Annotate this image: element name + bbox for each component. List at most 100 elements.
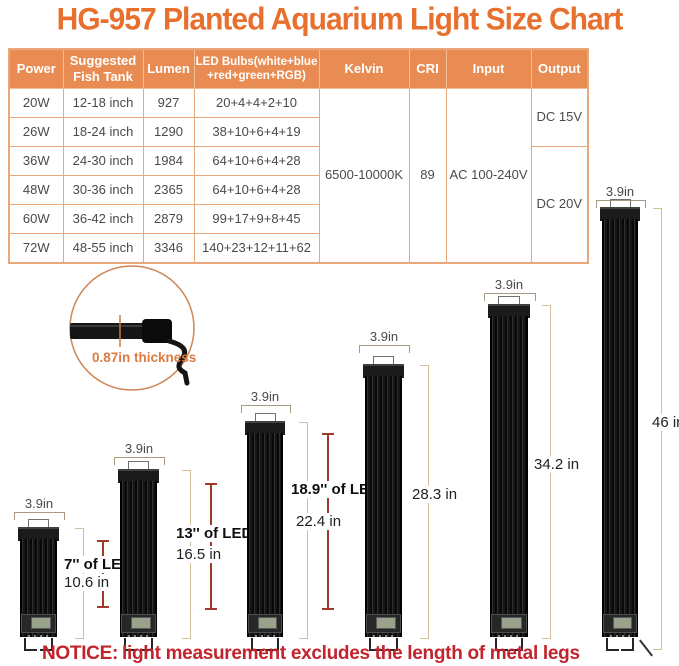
- cell-input: AC 100-240V: [445, 88, 532, 263]
- light-top-cap: [600, 207, 640, 221]
- metal-legs: [494, 638, 524, 652]
- header-fish-tank: Suggested Fish Tank: [62, 48, 144, 89]
- cell-tank: 36-42 inch: [62, 204, 144, 234]
- cell-tank: 24-30 inch: [62, 146, 144, 176]
- light-body: [602, 219, 638, 637]
- header-cri: CRI: [408, 48, 447, 89]
- lcd-screen: [130, 617, 152, 629]
- cell-kelvin: 6500-10000K: [318, 88, 410, 263]
- light-fixture-36w: [245, 413, 285, 652]
- metal-leg-profile: [166, 338, 190, 386]
- notice-prefix: NOTICE:: [42, 643, 119, 664]
- total-length-label: 46 in: [650, 414, 679, 431]
- cell-bulbs: 38+10+6+4+19: [193, 117, 320, 147]
- light-top-cap: [118, 469, 159, 483]
- cell-lumen: 927: [142, 88, 195, 118]
- light-top-cap: [245, 421, 285, 435]
- width-bracket: [359, 345, 410, 353]
- cell-power: 36W: [8, 146, 64, 176]
- header-lumen: Lumen: [142, 48, 195, 89]
- thickness-detail-callout: 0.87in thickness: [69, 265, 196, 391]
- light-top-cap: [488, 304, 530, 318]
- notice-body: light measurement excludes the length of…: [122, 643, 580, 664]
- table-row: 48W 30-36 inch 2365 64+10+6+4+28: [8, 175, 588, 205]
- width-label: 3.9in: [250, 389, 280, 404]
- cell-lumen: 1984: [142, 146, 195, 176]
- light-fixture-60w: [488, 296, 530, 652]
- cell-tank: 30-36 inch: [62, 175, 144, 205]
- cell-bulbs: 64+10+6+4+28: [193, 175, 320, 205]
- light-top-cap: [363, 364, 404, 378]
- control-buttons: [28, 635, 49, 637]
- light-body: [365, 376, 402, 637]
- total-length-label: 22.4 in: [294, 513, 344, 530]
- lcd-display: [603, 614, 637, 633]
- lcd-screen: [30, 617, 52, 629]
- light-body: [247, 433, 283, 637]
- led-length-label: 7'' of LED: [62, 556, 134, 573]
- control-buttons: [128, 635, 149, 637]
- table-header-row: Power Suggested Fish Tank Lumen LED Bulb…: [8, 48, 589, 89]
- cell-lumen: 1290: [142, 117, 195, 147]
- page-title: HG-957 Planted Aquarium Light Size Chart: [56, 2, 624, 37]
- table-row: 26W 18-24 inch 1290 38+10+6+4+19: [8, 117, 588, 147]
- mounting-bracket: [128, 461, 150, 471]
- light-fixture-26w: [118, 461, 159, 652]
- total-length-label: 10.6 in: [62, 574, 112, 591]
- cell-bulbs: 20+4+4+2+10: [193, 88, 320, 118]
- header-input: Input: [445, 48, 532, 89]
- control-buttons: [498, 635, 520, 637]
- width-bracket: [241, 405, 291, 413]
- cell-output-dc15: DC 15V: [530, 88, 589, 147]
- width-bracket: [484, 293, 536, 301]
- mounting-bracket: [498, 296, 521, 306]
- cell-tank: 48-55 inch: [62, 233, 144, 263]
- led-length-label: 13'' of LED: [174, 525, 255, 542]
- cell-bulbs: 64+10+6+4+28: [193, 146, 320, 176]
- light-body: [20, 539, 57, 637]
- table-row: 36W 24-30 inch 1984 64+10+6+4+28 DC 20V: [8, 146, 589, 263]
- cell-lumen: 2365: [142, 175, 195, 205]
- lcd-screen: [257, 617, 278, 629]
- cell-power: 72W: [8, 233, 64, 263]
- leg-clamp: [142, 319, 172, 343]
- width-label: 3.9in: [24, 496, 54, 511]
- cell-power: 48W: [8, 175, 64, 205]
- table-row: 60W 36-42 inch 2879 99+17+9+8+45: [8, 204, 588, 234]
- cell-bulbs: 140+23+12+11+62: [193, 233, 320, 263]
- lcd-screen: [375, 617, 397, 629]
- metal-legs: [124, 638, 153, 652]
- cell-power: 60W: [8, 204, 64, 234]
- mounting-bracket: [28, 519, 50, 529]
- light-body: [120, 481, 157, 637]
- total-length-label: 28.3 in: [410, 486, 460, 503]
- width-label: 3.9in: [124, 441, 154, 456]
- lcd-screen: [501, 617, 522, 629]
- cell-lumen: 3346: [142, 233, 195, 263]
- metal-legs: [369, 638, 398, 652]
- width-bracket: [596, 200, 646, 208]
- thickness-label: 0.87in thickness: [92, 350, 196, 365]
- mounting-bracket: [373, 356, 395, 366]
- mounting-bracket: [609, 199, 631, 209]
- header-kelvin: Kelvin: [318, 48, 410, 89]
- width-bracket: [114, 457, 165, 465]
- width-bracket: [14, 512, 65, 520]
- light-top-cap: [18, 527, 59, 541]
- metal-legs: [251, 638, 279, 652]
- header-output: Output: [530, 48, 589, 89]
- header-led-bulbs: LED Bulbs(white+blue +red+green+RGB): [193, 48, 320, 89]
- led-length-label: 18.9'' of LED: [289, 481, 382, 498]
- metal-legs: [606, 638, 634, 652]
- lcd-display: [491, 614, 527, 633]
- cell-cri: 89: [408, 88, 447, 263]
- light-fixture-72w: [600, 199, 653, 657]
- metal-legs: [24, 638, 53, 652]
- cell-tank: 18-24 inch: [62, 117, 144, 147]
- lcd-display: [121, 614, 156, 633]
- lcd-display: [366, 614, 401, 633]
- cell-bulbs: 99+17+9+8+45: [193, 204, 320, 234]
- cell-power: 20W: [8, 88, 64, 118]
- lcd-screen: [612, 617, 633, 629]
